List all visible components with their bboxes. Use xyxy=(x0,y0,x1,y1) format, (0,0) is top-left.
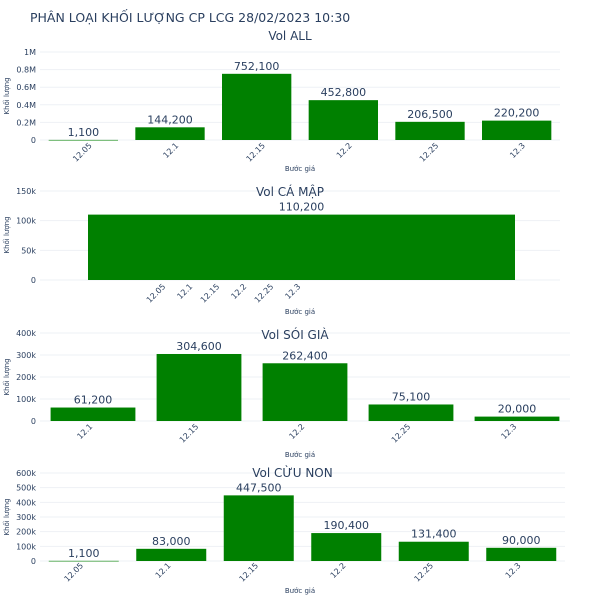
bar-value-label: 452,800 xyxy=(321,86,367,99)
x-tick-label: 12.1 xyxy=(154,561,173,580)
y-axis-label: Khối lượng xyxy=(3,77,11,114)
x-tick-label: 12.1 xyxy=(75,422,94,441)
bar xyxy=(482,120,552,140)
x-tick-label: 12.2 xyxy=(229,282,248,301)
y-tick-label: 0 xyxy=(31,557,36,566)
bar-value-label: 1,100 xyxy=(68,547,100,560)
bar-value-label: 110,200 xyxy=(279,201,325,214)
y-axis-label: Khối lượng xyxy=(3,216,11,253)
bar-value-label: 61,200 xyxy=(74,394,113,407)
bar xyxy=(311,533,382,561)
bar xyxy=(222,73,292,140)
x-axis-label: Bước giá xyxy=(285,587,315,595)
x-tick-label: 12.2 xyxy=(335,141,354,160)
x-tick-label: 12.1 xyxy=(161,141,180,160)
y-tick-label: 150k xyxy=(16,187,36,196)
bar xyxy=(398,541,469,561)
chart-title: Vol CÁ MẬP xyxy=(256,184,324,199)
chart-vol-soi-gia: 0 100k 200k 300k 400k Vol SÓI GIÀ 61,200 304,60… xyxy=(3,327,570,459)
y-tick-label: 0 xyxy=(31,136,36,145)
bar xyxy=(395,121,465,140)
chart-vol-ca-map: 0 50k 100k 150k Vol CÁ MẬP 110,200 12.05 12.1 12… xyxy=(3,184,560,316)
y-tick-label: 100k xyxy=(16,542,36,551)
x-tick-label: 12.3 xyxy=(499,422,518,441)
chart-page: PHÂN LOẠI KHỐI LƯỢNG CP LCG 28/02/2023 1… xyxy=(3,10,570,595)
bar xyxy=(156,353,242,421)
x-tick-label: 12.25 xyxy=(253,282,276,305)
x-tick-label: 12.15 xyxy=(178,422,201,445)
y-tick-label: 300k xyxy=(16,351,36,360)
main-title: PHÂN LOẠI KHỐI LƯỢNG CP LCG 28/02/2023 1… xyxy=(30,10,351,25)
x-tick-label: 12.05 xyxy=(145,282,168,305)
bar-value-label: 752,100 xyxy=(234,60,280,73)
chart-vol-cuu-non: 0 100k 200k 300k 400k 500k 600k Vol CỪU NON 1,10… xyxy=(3,465,565,595)
y-tick-label: 100k xyxy=(16,217,36,226)
x-tick-label: 12.2 xyxy=(329,561,348,580)
bar-value-label: 90,000 xyxy=(502,534,541,547)
bar-value-label: 131,400 xyxy=(411,528,457,541)
x-tick-label: 12.15 xyxy=(199,282,222,305)
y-tick-label: 100k xyxy=(16,395,36,404)
x-tick-label: 12.15 xyxy=(245,141,268,164)
y-tick-label: 200k xyxy=(16,373,36,382)
y-tick-label: 600k xyxy=(16,469,36,478)
bar-value-label: 206,500 xyxy=(407,108,453,121)
y-tick-label: 0.2M xyxy=(16,118,36,127)
y-tick-label: 500k xyxy=(16,484,36,493)
bar xyxy=(50,407,136,421)
y-tick-label: 0.6M xyxy=(16,83,36,92)
x-tick-label: 12.1 xyxy=(175,282,194,301)
x-tick-label: 12.25 xyxy=(418,141,441,164)
bar-value-label: 447,500 xyxy=(236,481,282,494)
y-tick-label: 0 xyxy=(31,417,36,426)
bar-value-label: 75,100 xyxy=(392,390,431,403)
bar xyxy=(48,560,119,562)
x-tick-label: 12.3 xyxy=(283,282,302,301)
x-tick-label: 12.05 xyxy=(71,141,94,164)
bar-value-label: 304,600 xyxy=(176,340,222,353)
y-tick-label: 0 xyxy=(31,276,36,285)
bar-value-label: 20,000 xyxy=(498,403,537,416)
x-tick-label: 12.3 xyxy=(504,561,523,580)
x-axis-label: Bước giá xyxy=(285,451,315,459)
y-tick-label: 300k xyxy=(16,513,36,522)
bar xyxy=(48,139,118,141)
chart-title: Vol ALL xyxy=(268,29,312,43)
bar-value-label: 262,400 xyxy=(282,349,328,362)
bar xyxy=(474,416,560,421)
bar xyxy=(135,127,205,140)
chart-title: Vol CỪU NON xyxy=(252,465,332,480)
bar xyxy=(262,363,348,421)
x-tick-label: 12.3 xyxy=(508,141,527,160)
y-axis-label: Khối lượng xyxy=(3,358,11,395)
chart-vol-all: 0 0.2M 0.4M 0.6M 0.8M 1M Vol ALL 1,100 144,200 75… xyxy=(3,29,560,173)
y-tick-label: 200k xyxy=(16,528,36,537)
x-axis-label: Bước giá xyxy=(285,308,315,316)
x-tick-label: 12.05 xyxy=(63,561,86,584)
bar xyxy=(136,548,207,561)
bar-value-label: 190,400 xyxy=(324,519,370,532)
x-tick-label: 12.15 xyxy=(238,561,261,584)
bar xyxy=(308,100,378,140)
y-tick-label: 400k xyxy=(16,329,36,338)
y-axis-label: Khối lượng xyxy=(3,498,11,535)
y-tick-label: 50k xyxy=(21,246,36,255)
y-tick-label: 0.8M xyxy=(16,66,36,75)
bar xyxy=(486,547,557,561)
bar-value-label: 144,200 xyxy=(147,113,193,126)
chart-title: Vol SÓI GIÀ xyxy=(261,327,329,342)
bar xyxy=(88,214,515,280)
bar-value-label: 83,000 xyxy=(152,535,191,548)
bar-value-label: 220,200 xyxy=(494,107,540,120)
bar xyxy=(223,495,294,561)
y-tick-label: 1M xyxy=(24,48,36,57)
x-tick-label: 12.2 xyxy=(287,422,306,441)
y-tick-label: 400k xyxy=(16,498,36,507)
x-tick-label: 12.25 xyxy=(390,422,413,445)
x-tick-label: 12.25 xyxy=(413,561,436,584)
x-axis-label: Bước giá xyxy=(285,165,315,173)
bar xyxy=(368,404,454,421)
bar-value-label: 1,100 xyxy=(68,126,100,139)
y-tick-label: 0.4M xyxy=(16,101,36,110)
